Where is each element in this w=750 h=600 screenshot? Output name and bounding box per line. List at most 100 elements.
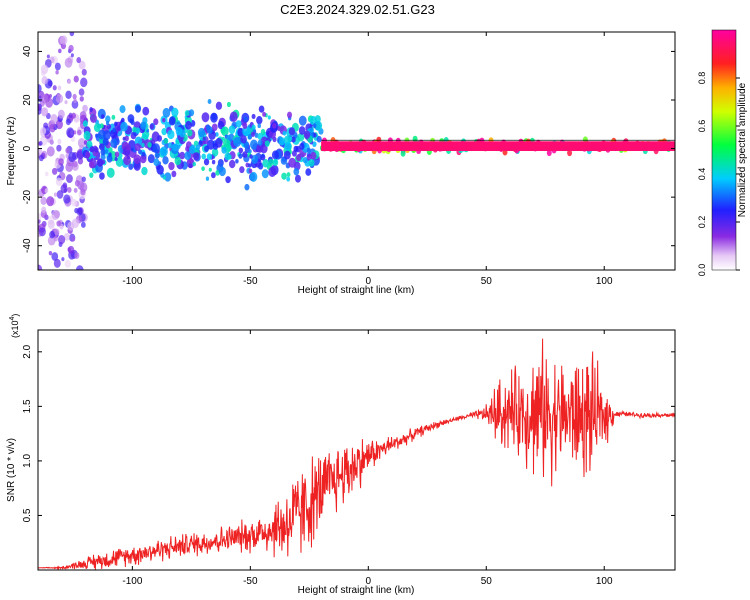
heatmap-cell <box>192 152 200 161</box>
heatmap-cell <box>105 120 110 126</box>
heatmap-cell <box>67 245 75 255</box>
heatmap-cell <box>211 123 218 132</box>
heatmap-cell <box>94 146 99 153</box>
heatmap-cell <box>149 123 154 130</box>
heatmap-cell <box>65 147 70 154</box>
heatmap-cell <box>400 150 406 157</box>
heatmap-cell <box>38 213 42 221</box>
heatmap-cell <box>171 170 177 178</box>
heatmap-cell <box>130 119 135 126</box>
heatmap-cell <box>156 135 163 142</box>
heatmap-cell <box>207 98 212 105</box>
x-tick-label: 0 <box>366 276 372 287</box>
heatmap-cell <box>97 158 104 167</box>
heatmap-cell <box>78 88 85 96</box>
heatmap-cell <box>206 153 213 161</box>
snr-x-label: Height of straight line (km) <box>298 585 415 596</box>
heatmap-cell <box>161 128 167 136</box>
heatmap-cell <box>38 154 44 162</box>
heatmap-cell <box>48 299 55 308</box>
heatmap-cell <box>39 141 43 146</box>
spectrogram-y-axis: -40 -20 0 20 40 <box>22 45 675 253</box>
heatmap-cell <box>128 163 134 170</box>
colorbar: 0.0 0.2 0.4 0.6 0.8 Normalized spectral ampl… <box>697 29 748 276</box>
heatmap-cell <box>412 135 418 143</box>
heatmap-cell <box>70 198 77 207</box>
heatmap-cell <box>72 160 78 168</box>
heatmap-cell <box>546 149 552 157</box>
heatmap-cell <box>314 120 323 131</box>
heatmap-cell <box>74 179 80 187</box>
heatmap-cell <box>78 60 86 70</box>
heatmap-cell <box>203 158 210 166</box>
heatmap-cell <box>67 23 73 30</box>
heatmap-cell <box>210 112 218 123</box>
heatmap-cell <box>65 90 72 99</box>
heatmap-cell <box>140 121 147 130</box>
spectrogram-heatmap <box>38 13 675 308</box>
heatmap-cell <box>134 143 141 152</box>
heatmap-cell <box>49 230 55 239</box>
y-tick-label: 0.5 <box>22 508 33 522</box>
y-tick-label: 1.5 <box>22 399 33 413</box>
heatmap-cell <box>288 136 293 142</box>
heatmap-cell <box>283 150 291 160</box>
heatmap-cell <box>40 126 47 135</box>
heatmap-cell <box>139 154 147 164</box>
heatmap-cell <box>48 94 52 98</box>
heatmap-cell <box>258 105 265 113</box>
heatmap-cell <box>567 149 573 157</box>
heatmap-cell <box>177 144 181 149</box>
heatmap-cell <box>65 162 73 173</box>
snr-panel: -100 -50 0 50 100 0.5 1.0 1.5 2.0 Height of str… <box>6 314 676 596</box>
heatmap-cell <box>261 169 269 179</box>
heatmap-cell <box>106 155 113 163</box>
heatmap-cell <box>82 104 88 113</box>
heatmap-cell <box>67 221 75 231</box>
heatmap-cell <box>227 154 232 160</box>
heatmap-cell <box>238 153 243 159</box>
heatmap-cell <box>272 158 279 167</box>
heatmap-cell <box>114 156 118 162</box>
heatmap-cell <box>65 13 70 19</box>
heatmap-cell <box>100 153 106 161</box>
heatmap-cell <box>141 166 148 176</box>
heatmap-cell <box>295 154 302 162</box>
heatmap-cell <box>79 20 83 26</box>
heatmap-cell <box>247 134 253 140</box>
heatmap-cell <box>58 234 66 245</box>
heatmap-cell <box>188 163 193 169</box>
heatmap-cell <box>75 265 84 270</box>
heatmap-cell <box>63 233 70 241</box>
heatmap-cell <box>66 174 73 184</box>
heatmap-cell <box>50 114 58 124</box>
heatmap-cell <box>71 100 79 109</box>
heatmap-cell <box>40 196 47 205</box>
heatmap-cell <box>70 53 74 58</box>
carrier-band-edge <box>321 139 675 141</box>
heatmap-cell <box>202 136 206 141</box>
heatmap-cell <box>64 57 73 68</box>
colorbar-tick-label: 0.8 <box>697 72 707 85</box>
heatmap-cell <box>63 194 71 204</box>
heatmap-cell <box>249 154 253 159</box>
heatmap-cell <box>188 158 193 164</box>
heatmap-cell <box>56 144 62 152</box>
heatmap-cell <box>71 237 76 242</box>
heatmap-cell <box>55 94 64 104</box>
heatmap-cell <box>278 137 286 146</box>
heatmap-cell <box>251 113 256 120</box>
heatmap-cell <box>192 162 196 167</box>
heatmap-cell <box>256 115 263 125</box>
heatmap-cell <box>130 147 134 152</box>
heatmap-cell <box>40 93 49 104</box>
heatmap-cell <box>78 26 82 31</box>
heatmap-cell <box>221 126 226 132</box>
heatmap-cell <box>282 130 287 136</box>
heatmap-cell <box>85 151 91 159</box>
heatmap-cell <box>51 252 59 261</box>
heatmap-cell <box>188 109 195 117</box>
heatmap-cell <box>72 17 76 23</box>
heatmap-cell <box>211 148 219 157</box>
